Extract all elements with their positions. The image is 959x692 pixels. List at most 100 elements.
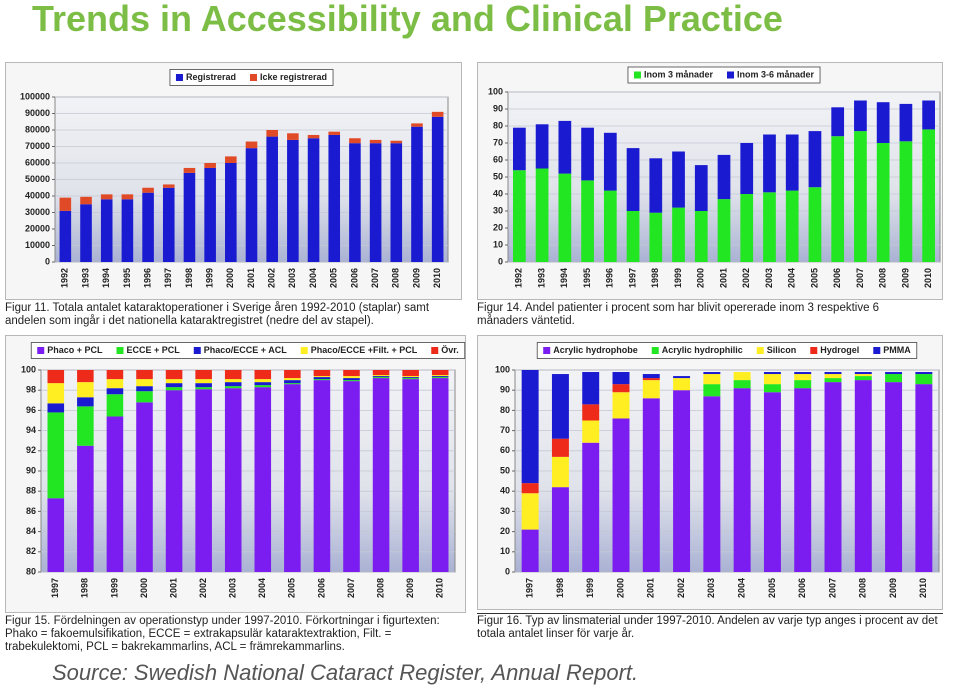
bar-segment bbox=[313, 370, 331, 377]
legend-label: Acrylic hydrophobe bbox=[553, 345, 638, 355]
bar-segment bbox=[885, 374, 903, 383]
bar-segment bbox=[284, 383, 301, 385]
bar-segment bbox=[390, 143, 403, 262]
bar-segment bbox=[794, 388, 812, 572]
x-tick-label: 2000 bbox=[615, 578, 625, 598]
x-tick-label: 2004 bbox=[257, 578, 267, 598]
legend-swatch bbox=[543, 347, 551, 354]
chart-caption: Figur 11. Totala antalet kataraktoperati… bbox=[5, 302, 430, 327]
bar-segment bbox=[922, 129, 935, 262]
legend-swatch bbox=[431, 347, 439, 354]
bar-segment bbox=[808, 131, 822, 188]
bar-segment bbox=[204, 167, 216, 262]
bar-segment bbox=[703, 384, 721, 397]
x-tick-label: 2006 bbox=[832, 268, 842, 288]
bar-segment bbox=[369, 143, 382, 262]
bar-segment bbox=[431, 376, 449, 378]
bar-segment bbox=[763, 374, 781, 385]
x-tick-label: 2005 bbox=[329, 268, 339, 288]
bar-segment bbox=[165, 370, 183, 380]
bar-segment bbox=[854, 374, 872, 377]
x-tick-label: 1993 bbox=[536, 268, 546, 288]
bar-segment bbox=[349, 138, 361, 144]
page-title: Trends in Accessibility and Clinical Pra… bbox=[32, 0, 783, 39]
legend-label: PMMA bbox=[883, 345, 911, 355]
bar-segment bbox=[402, 378, 419, 380]
legend-label: Acrylic hydrophilic bbox=[662, 345, 743, 355]
x-tick-label: 1994 bbox=[559, 268, 569, 288]
legend-swatch bbox=[116, 347, 124, 354]
bar-segment bbox=[703, 372, 721, 375]
legend-swatch bbox=[651, 347, 659, 354]
y-tick-label: 80 bbox=[493, 120, 503, 130]
bar-segment bbox=[899, 103, 913, 142]
bar-segment bbox=[763, 384, 781, 393]
legend-swatch bbox=[727, 71, 734, 79]
bar-segment bbox=[372, 378, 390, 572]
bar-segment bbox=[106, 379, 124, 389]
x-tick-label: 2002 bbox=[676, 578, 686, 598]
bar-segment bbox=[785, 134, 799, 191]
bar-segment bbox=[824, 382, 842, 572]
bar-segment bbox=[535, 168, 549, 262]
x-tick-label: 2008 bbox=[375, 578, 385, 598]
bar-segment bbox=[47, 412, 65, 499]
y-tick-label: 82 bbox=[26, 546, 36, 556]
bar-segment bbox=[831, 136, 845, 262]
x-tick-label: 1994 bbox=[101, 268, 111, 288]
x-tick-label: 2004 bbox=[308, 268, 318, 288]
bar-segment bbox=[694, 211, 708, 262]
bar-segment bbox=[521, 493, 539, 530]
bar-segment bbox=[47, 498, 65, 572]
bar-segment bbox=[121, 199, 134, 262]
y-tick-label: 50 bbox=[493, 171, 503, 181]
bar-segment bbox=[513, 170, 526, 262]
bar-segment bbox=[343, 378, 360, 381]
bar-segment bbox=[915, 372, 933, 375]
y-tick-label: 10 bbox=[500, 546, 510, 556]
y-tick-label: 30 bbox=[493, 205, 503, 215]
legend-swatch bbox=[249, 74, 257, 81]
bar-segment bbox=[77, 445, 94, 572]
bar-segment bbox=[142, 187, 154, 193]
legend-label: Phaco/ECCE +Filt. + PCL bbox=[311, 345, 418, 355]
x-tick-label: 2004 bbox=[787, 268, 797, 288]
bar-segment bbox=[59, 210, 72, 262]
bar-segment bbox=[521, 529, 539, 572]
x-tick-label: 2010 bbox=[432, 268, 442, 288]
bar-segment bbox=[80, 196, 92, 205]
bar-segment bbox=[402, 370, 419, 377]
legend-swatch bbox=[756, 347, 764, 354]
bar-segment bbox=[106, 388, 124, 395]
bar-segment bbox=[204, 163, 216, 168]
bar-segment bbox=[402, 376, 419, 378]
bar-segment bbox=[763, 372, 781, 375]
x-tick-label: 1999 bbox=[205, 268, 215, 288]
legend-swatch bbox=[873, 347, 881, 354]
y-tick-label: 0 bbox=[498, 256, 503, 266]
bar-segment bbox=[225, 163, 237, 262]
bar-segment bbox=[313, 379, 331, 381]
bar-segment bbox=[284, 380, 301, 384]
bar-segment bbox=[612, 384, 630, 393]
x-tick-label: 1997 bbox=[163, 268, 173, 288]
legend-label: Silicon bbox=[767, 345, 797, 355]
bar-segment bbox=[287, 139, 299, 262]
y-tick-label: 40 bbox=[500, 486, 510, 496]
bar-segment bbox=[195, 370, 212, 380]
legend-label: ECCE + PCL bbox=[127, 345, 181, 355]
bar-segment bbox=[431, 377, 449, 379]
bar-segment bbox=[642, 374, 660, 379]
y-tick-label: 86 bbox=[26, 506, 36, 516]
bar-segment bbox=[854, 100, 867, 132]
y-tick-label: 70 bbox=[493, 137, 503, 147]
bar-segment bbox=[603, 132, 617, 191]
bar-segment bbox=[165, 379, 183, 384]
chart-caption: Figur 14. Andel patienter i procent som … bbox=[477, 302, 880, 327]
y-tick-label: 40 bbox=[493, 188, 503, 198]
x-tick-label: 2000 bbox=[139, 578, 149, 598]
x-tick-label: 1997 bbox=[50, 578, 60, 598]
legend-label: Phaco + PCL bbox=[47, 345, 103, 355]
x-tick-label: 1999 bbox=[585, 578, 595, 598]
x-tick-label: 2000 bbox=[696, 268, 706, 288]
